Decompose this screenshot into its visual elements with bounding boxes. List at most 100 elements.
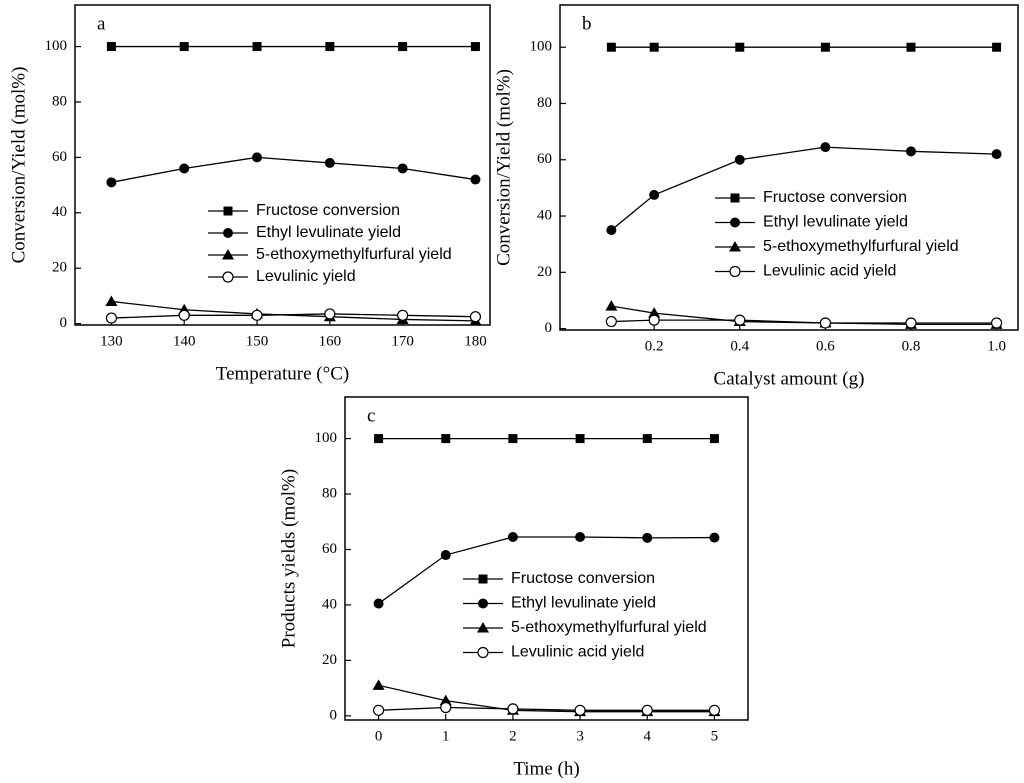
- marker-square: [575, 434, 585, 444]
- y-tick-label: 40: [52, 204, 67, 220]
- legend-label: Ethyl levulinate yield: [256, 224, 401, 241]
- legend-label: 5-ethoxymethylfurfural yield: [763, 238, 959, 255]
- marker-triangle: [105, 295, 118, 306]
- x-tick-label: 5: [711, 728, 719, 744]
- y-tick-label: 20: [322, 652, 337, 668]
- legend-label: 5-ethoxymethylfurfural yield: [256, 246, 452, 263]
- marker-circle: [606, 225, 617, 236]
- y-tick-label: 20: [537, 264, 552, 280]
- y-axis-label: Conversion/Yield (mol%): [493, 69, 514, 266]
- marker-square: [649, 42, 659, 52]
- marker-open-circle: [905, 317, 917, 329]
- marker-square: [325, 42, 335, 52]
- marker-square: [398, 42, 408, 52]
- legend-marker: [222, 271, 234, 283]
- y-tick-label: 100: [315, 430, 338, 446]
- marker-open-circle: [990, 317, 1003, 329]
- marker-circle: [440, 550, 451, 561]
- y-tick-label: 0: [545, 320, 553, 336]
- x-tick-label: 1.0: [987, 338, 1006, 354]
- marker-circle: [649, 189, 660, 200]
- legend-marker: [729, 241, 741, 252]
- y-tick-label: 20: [52, 260, 67, 276]
- marker-square: [441, 434, 451, 444]
- y-tick-label: 80: [322, 485, 337, 501]
- marker-open-circle: [605, 315, 617, 328]
- marker-square: [642, 434, 652, 444]
- series-line: [111, 300, 476, 322]
- y-tick-label: 80: [52, 93, 67, 109]
- legend-label: 5-ethoxymethylfurfural yield: [511, 619, 707, 636]
- marker-open-circle: [641, 704, 653, 716]
- legend-marker: [730, 217, 740, 228]
- x-tick-label: 170: [391, 333, 414, 349]
- marker-open-circle: [178, 309, 190, 321]
- legend-marker: [223, 228, 233, 238]
- marker-square: [606, 42, 616, 52]
- x-tick-label: 130: [100, 333, 123, 349]
- marker-triangle: [605, 300, 618, 311]
- marker-square: [735, 42, 745, 52]
- legend-marker: [730, 193, 740, 203]
- y-tick-label: 40: [322, 596, 337, 612]
- y-axis-label: Conversion/Yield (mol%): [8, 67, 29, 264]
- legend-marker: [478, 598, 488, 609]
- y-tick-label: 100: [530, 39, 553, 55]
- marker-circle: [575, 532, 586, 543]
- marker-triangle: [372, 679, 385, 690]
- legend-marker: [222, 249, 234, 260]
- marker-square: [179, 42, 189, 52]
- plot-frame: [74, 4, 491, 326]
- y-tick-label: 60: [52, 149, 67, 165]
- marker-open-circle: [819, 317, 831, 329]
- legend-label: Ethyl levulinate yield: [511, 595, 656, 612]
- marker-open-circle: [105, 312, 118, 324]
- x-tick-label: 180: [464, 333, 487, 349]
- marker-circle: [373, 598, 384, 609]
- legend-label: Levulinic acid yield: [511, 644, 644, 661]
- panel-label: b: [582, 13, 592, 34]
- legend-label: Ethyl levulinate yield: [763, 214, 908, 231]
- x-axis-label: Time (h): [513, 758, 579, 778]
- marker-square: [709, 434, 719, 444]
- x-tick-label: 0: [375, 728, 383, 744]
- legend-marker: [477, 622, 489, 633]
- x-tick-label: 1: [442, 728, 450, 744]
- marker-circle: [179, 163, 190, 174]
- plot-frame: [344, 396, 749, 721]
- y-tick-label: 80: [537, 95, 552, 111]
- x-tick-label: 160: [319, 333, 342, 349]
- legend-label: Fructose conversion: [511, 570, 655, 587]
- marker-circle: [820, 142, 831, 153]
- marker-circle: [470, 174, 481, 185]
- marker-square: [820, 42, 830, 52]
- marker-square: [470, 42, 480, 52]
- y-tick-label: 0: [60, 315, 68, 331]
- marker-open-circle: [251, 309, 263, 321]
- legend-label: Fructose conversion: [763, 189, 907, 206]
- x-tick-label: 2: [509, 728, 517, 744]
- marker-square: [508, 434, 518, 444]
- x-axis-label: Temperature (°C): [216, 363, 349, 384]
- marker-open-circle: [397, 309, 409, 321]
- series-line: [378, 706, 715, 711]
- marker-square: [252, 42, 262, 52]
- y-tick-label: 60: [322, 541, 337, 557]
- marker-open-circle: [507, 703, 519, 715]
- panel-label: a: [97, 13, 106, 34]
- x-tick-label: 3: [576, 728, 584, 744]
- legend-marker: [477, 646, 489, 659]
- marker-triangle: [648, 307, 661, 318]
- series-line: [111, 313, 476, 319]
- marker-circle: [709, 532, 720, 543]
- legend-label: Levulinic yield: [256, 268, 356, 285]
- marker-circle: [252, 152, 263, 163]
- marker-open-circle: [440, 701, 452, 714]
- marker-circle: [642, 532, 653, 543]
- panel-label: c: [367, 405, 375, 426]
- y-tick-label: 0: [330, 707, 338, 723]
- marker-circle: [397, 163, 408, 174]
- x-tick-label: 0.8: [902, 338, 921, 354]
